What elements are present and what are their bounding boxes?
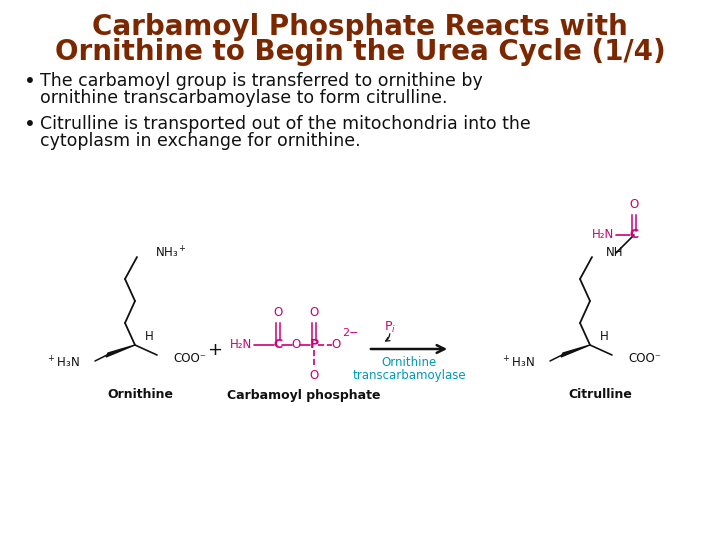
Text: Ornithine: Ornithine	[382, 355, 436, 368]
Text: P$_i$: P$_i$	[384, 320, 396, 335]
Text: cytoplasm in exchange for ornithine.: cytoplasm in exchange for ornithine.	[40, 132, 361, 150]
Text: H₂N: H₂N	[230, 339, 252, 352]
Text: COO⁻: COO⁻	[173, 353, 206, 366]
Text: O: O	[292, 339, 301, 352]
Text: C: C	[274, 339, 282, 352]
Text: COO⁻: COO⁻	[628, 353, 661, 366]
Text: Citrulline is transported out of the mitochondria into the: Citrulline is transported out of the mit…	[40, 115, 531, 133]
Text: Citrulline: Citrulline	[568, 388, 632, 402]
FancyArrowPatch shape	[386, 334, 390, 341]
Text: O: O	[310, 306, 319, 319]
Text: O: O	[629, 198, 639, 211]
Text: NH₃$^+$: NH₃$^+$	[155, 245, 186, 261]
Text: transcarbamoylase: transcarbamoylase	[352, 368, 466, 381]
Text: •: •	[24, 72, 36, 91]
Text: $^+$H₃N: $^+$H₃N	[501, 355, 535, 370]
Text: Carbamoyl Phosphate Reacts with: Carbamoyl Phosphate Reacts with	[92, 13, 628, 41]
Text: The carbamoyl group is transferred to ornithine by: The carbamoyl group is transferred to or…	[40, 72, 482, 90]
Text: NH: NH	[606, 246, 624, 260]
Text: O: O	[331, 339, 341, 352]
Text: P: P	[310, 339, 318, 352]
Text: H: H	[600, 330, 608, 343]
Text: O: O	[274, 306, 283, 319]
Text: H₂N: H₂N	[592, 228, 614, 241]
Text: H: H	[145, 330, 154, 343]
Text: O: O	[310, 369, 319, 382]
Text: 2−: 2−	[342, 328, 359, 338]
Polygon shape	[561, 345, 590, 357]
Text: $^+$H₃N: $^+$H₃N	[46, 355, 80, 370]
Text: Carbamoyl phosphate: Carbamoyl phosphate	[228, 388, 381, 402]
Text: Ornithine: Ornithine	[107, 388, 173, 402]
Text: Ornithine to Begin the Urea Cycle (1/4): Ornithine to Begin the Urea Cycle (1/4)	[55, 38, 665, 66]
Polygon shape	[106, 345, 135, 357]
Text: C: C	[629, 228, 639, 241]
Text: •: •	[24, 115, 36, 134]
Text: ornithine transcarbamoylase to form citrulline.: ornithine transcarbamoylase to form citr…	[40, 89, 448, 107]
Text: +: +	[207, 341, 222, 359]
